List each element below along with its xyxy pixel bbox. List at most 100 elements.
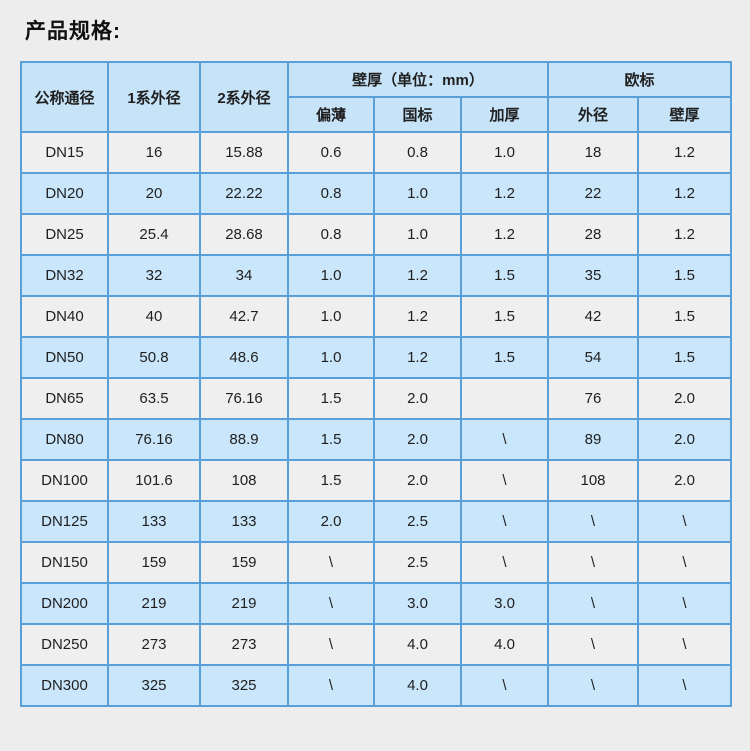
table-cell: \ xyxy=(287,623,375,666)
table-cell: 76.16 xyxy=(107,418,201,461)
table-cell: 20 xyxy=(107,172,201,215)
table-cell: \ xyxy=(547,582,639,625)
table-cell: 2.5 xyxy=(373,541,462,584)
table-row: DN40 40 42.7 1.0 1.2 1.5 42 1.5 xyxy=(20,295,733,338)
table-cell: \ xyxy=(287,582,375,625)
table-row: DN15 16 15.88 0.6 0.8 1.0 18 1.2 xyxy=(20,131,733,174)
table-cell: 1.5 xyxy=(460,336,549,379)
table-cell: 1.5 xyxy=(636,254,733,297)
table-row: DN200 219 219 \ 3.0 3.0 \ \ xyxy=(20,582,733,625)
table-header: 公称通径 1系外径 2系外径 壁厚（单位：mm） 欧标 偏薄 国标 加厚 外径 … xyxy=(20,61,733,133)
table-cell: 101.6 xyxy=(107,459,201,502)
table-cell: 42 xyxy=(547,295,639,338)
table-cell: \ xyxy=(460,541,549,584)
header-series1-od: 1系外径 xyxy=(107,61,201,133)
table-cell: 0.8 xyxy=(287,172,375,215)
table-cell: 2.5 xyxy=(373,500,462,543)
table-cell: 1.5 xyxy=(287,418,375,461)
table-cell: 133 xyxy=(107,500,201,543)
table-cell: 325 xyxy=(107,664,201,707)
row-label: DN50 xyxy=(20,336,109,379)
table-cell: 108 xyxy=(547,459,639,502)
table-cell: \ xyxy=(460,664,549,707)
table-row: DN32 32 34 1.0 1.2 1.5 35 1.5 xyxy=(20,254,733,297)
table-cell: 4.0 xyxy=(373,664,462,707)
page: 产品规格: 公称通径 1系外径 2系外径 壁厚（单位：mm） 欧标 偏薄 国标 xyxy=(20,20,733,707)
table-row: DN80 76.16 88.9 1.5 2.0 \ 89 2.0 xyxy=(20,418,733,461)
table-cell: 28.68 xyxy=(199,213,289,256)
table-cell: 1.0 xyxy=(373,213,462,256)
header-eu-outer-diameter: 外径 xyxy=(547,96,639,133)
table-cell: 76.16 xyxy=(199,377,289,420)
header-thickened: 加厚 xyxy=(460,96,549,133)
table-cell: 2.0 xyxy=(636,377,733,420)
table-cell: 273 xyxy=(199,623,289,666)
table-cell: 2.0 xyxy=(636,459,733,502)
table-cell: \ xyxy=(287,664,375,707)
row-label: DN125 xyxy=(20,500,109,543)
table-cell: 1.0 xyxy=(287,295,375,338)
table-cell: 0.6 xyxy=(287,131,375,174)
table-cell: 1.5 xyxy=(460,254,549,297)
table-cell: 219 xyxy=(199,582,289,625)
table-cell: 32 xyxy=(107,254,201,297)
table-cell: 28 xyxy=(547,213,639,256)
table-row: DN150 159 159 \ 2.5 \ \ \ xyxy=(20,541,733,584)
table-cell: 1.0 xyxy=(460,131,549,174)
table-cell: 76 xyxy=(547,377,639,420)
table-cell: 1.2 xyxy=(373,295,462,338)
table-cell: 18 xyxy=(547,131,639,174)
table-cell: \ xyxy=(636,541,733,584)
table-row: DN25 25.4 28.68 0.8 1.0 1.2 28 1.2 xyxy=(20,213,733,256)
table-cell: 0.8 xyxy=(373,131,462,174)
row-label: DN150 xyxy=(20,541,109,584)
table-cell: 108 xyxy=(199,459,289,502)
header-thin-wall: 偏薄 xyxy=(287,96,375,133)
table-cell: \ xyxy=(460,418,549,461)
table-row: DN250 273 273 \ 4.0 4.0 \ \ xyxy=(20,623,733,666)
row-label: DN200 xyxy=(20,582,109,625)
table-cell: 34 xyxy=(199,254,289,297)
table-cell: 3.0 xyxy=(460,582,549,625)
table-cell: 88.9 xyxy=(199,418,289,461)
table-cell xyxy=(460,377,549,420)
table-cell: 2.0 xyxy=(373,418,462,461)
table-cell: 89 xyxy=(547,418,639,461)
table-cell: \ xyxy=(547,664,639,707)
table-cell: 1.2 xyxy=(373,336,462,379)
header-eu-wall-thickness: 壁厚 xyxy=(636,96,733,133)
header-national-standard: 国标 xyxy=(373,96,462,133)
table-row: DN20 20 22.22 0.8 1.0 1.2 22 1.2 xyxy=(20,172,733,215)
table-cell: 159 xyxy=(107,541,201,584)
table-cell: 1.5 xyxy=(636,295,733,338)
row-label: DN65 xyxy=(20,377,109,420)
table-cell: 1.2 xyxy=(460,172,549,215)
header-series2-od: 2系外径 xyxy=(199,61,289,133)
table-row: DN50 50.8 48.6 1.0 1.2 1.5 54 1.5 xyxy=(20,336,733,379)
row-label: DN250 xyxy=(20,623,109,666)
table-cell: 4.0 xyxy=(460,623,549,666)
row-label: DN40 xyxy=(20,295,109,338)
table-cell: 2.0 xyxy=(373,377,462,420)
table-cell: 54 xyxy=(547,336,639,379)
row-label: DN32 xyxy=(20,254,109,297)
table-cell: 2.0 xyxy=(373,459,462,502)
table-cell: \ xyxy=(636,623,733,666)
table-row: DN125 133 133 2.0 2.5 \ \ \ xyxy=(20,500,733,543)
table-cell: \ xyxy=(636,664,733,707)
table-cell: \ xyxy=(287,541,375,584)
table-cell: 273 xyxy=(107,623,201,666)
table-cell: 1.2 xyxy=(636,131,733,174)
header-row-groups: 公称通径 1系外径 2系外径 壁厚（单位：mm） 欧标 xyxy=(20,61,733,133)
table-cell: 15.88 xyxy=(199,131,289,174)
table-cell: 50.8 xyxy=(107,336,201,379)
table-cell: 22.22 xyxy=(199,172,289,215)
table-cell: 219 xyxy=(107,582,201,625)
table-cell: 1.5 xyxy=(287,459,375,502)
table-cell: 1.5 xyxy=(636,336,733,379)
header-row-subcolumns: 偏薄 国标 加厚 外径 壁厚 xyxy=(21,96,733,133)
table-cell: 40 xyxy=(107,295,201,338)
table-cell: 3.0 xyxy=(373,582,462,625)
row-label: DN20 xyxy=(20,172,109,215)
table-cell: 325 xyxy=(199,664,289,707)
